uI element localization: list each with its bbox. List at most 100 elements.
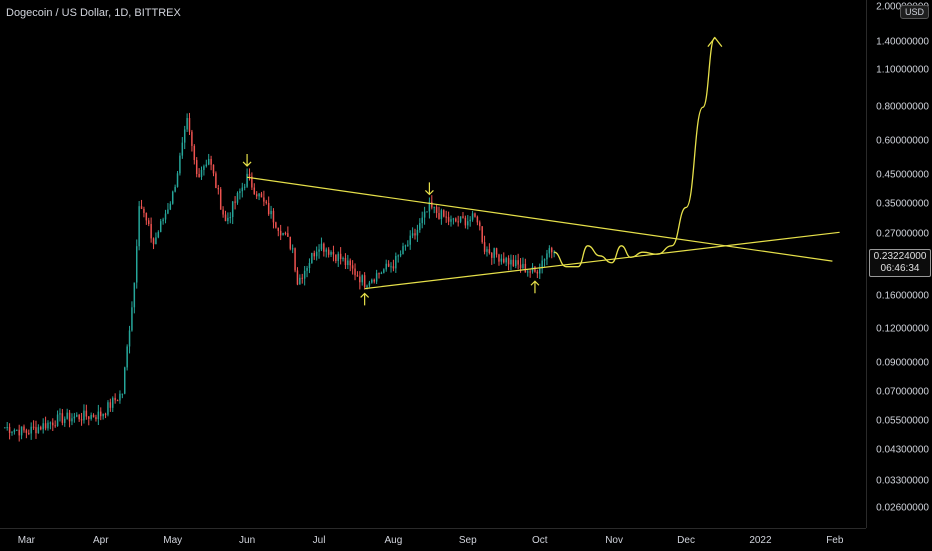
candle [267, 196, 270, 216]
candle [145, 212, 148, 225]
time-tick-label: Jul [312, 535, 326, 546]
candle [8, 423, 11, 440]
up-arrow-icon[interactable] [530, 280, 540, 294]
candle [71, 413, 73, 426]
candle-body [440, 210, 443, 220]
candle-body [131, 307, 133, 331]
candle [294, 247, 296, 273]
candle-body [459, 216, 462, 222]
candle [227, 212, 229, 225]
candle [498, 253, 500, 266]
candle-body [313, 252, 315, 257]
price-axis[interactable]: 2.000000001.400000001.100000000.80000000… [866, 0, 932, 528]
candle-body [30, 426, 32, 434]
candle-body [272, 210, 275, 223]
candle [474, 212, 476, 218]
candle-body [366, 285, 368, 287]
time-tick-label: Feb [826, 535, 844, 546]
candle-body [11, 431, 13, 433]
candle [147, 217, 150, 227]
candle-body [342, 258, 344, 260]
candle [387, 260, 390, 268]
candle-body [54, 425, 56, 427]
lower-trendline[interactable] [364, 231, 840, 290]
candle-body [347, 260, 349, 266]
up-arrow-icon[interactable] [360, 292, 370, 306]
candle [354, 263, 356, 281]
candle [229, 212, 232, 224]
candle-body [368, 282, 371, 286]
time-axis[interactable]: Mar Apr May Jun Jul Aug Sep Oct Nov Dec 2022 Feb [0, 528, 866, 551]
candle [23, 424, 25, 433]
projection-path[interactable] [553, 37, 716, 268]
candle [407, 240, 409, 247]
candle [224, 210, 227, 222]
candle-body [162, 219, 164, 222]
candle [135, 239, 138, 289]
candle [95, 414, 97, 422]
candle [505, 256, 507, 267]
candle-body [37, 427, 40, 434]
candle [313, 250, 315, 260]
candle [20, 426, 23, 440]
upper-trendline[interactable] [247, 176, 833, 262]
candle [6, 421, 8, 431]
candle-body [114, 397, 116, 401]
candle [347, 254, 349, 270]
candle [85, 404, 88, 420]
candle [167, 203, 169, 215]
candle-body [462, 216, 464, 218]
candle [140, 199, 143, 210]
candle-body [25, 430, 28, 433]
candle-body [320, 243, 323, 250]
candle-body [253, 187, 256, 195]
candle [104, 412, 107, 419]
candle-body [88, 416, 90, 419]
candle-body [76, 414, 78, 417]
candle-body [157, 231, 160, 238]
candle [510, 254, 512, 271]
candle [80, 412, 83, 426]
candle [517, 253, 519, 270]
candle-body [399, 254, 402, 256]
candle-body [332, 252, 335, 255]
candle [222, 206, 224, 218]
candle [411, 227, 414, 239]
candle-body [260, 193, 263, 198]
candle-body [296, 270, 299, 285]
candle [433, 206, 435, 214]
candle-body [308, 262, 311, 269]
candle-body [255, 194, 258, 197]
candle [37, 424, 40, 434]
candle-body [174, 186, 176, 192]
candle [467, 215, 469, 230]
candle-body [243, 186, 246, 188]
candle-body [551, 248, 553, 253]
candle-body [119, 393, 121, 401]
candle [428, 197, 431, 219]
candle [306, 265, 308, 278]
candle [539, 263, 541, 280]
candle [88, 415, 90, 426]
candle-body [246, 173, 248, 187]
candle [107, 400, 109, 417]
candle-body [284, 232, 287, 234]
price-chart[interactable] [0, 0, 866, 528]
candle [459, 216, 462, 224]
candle-body [488, 249, 491, 254]
candle-body [385, 263, 387, 270]
currency-badge[interactable]: USD [899, 5, 929, 19]
candle [193, 144, 196, 165]
candle-body [212, 164, 215, 174]
candle [368, 280, 371, 288]
candle [469, 216, 471, 227]
down-arrow-icon[interactable] [424, 182, 434, 196]
candle [481, 226, 483, 244]
candle-body [85, 410, 88, 417]
candle [162, 217, 164, 225]
candle-body [315, 251, 318, 257]
down-arrow-icon[interactable] [242, 153, 252, 167]
candle [42, 418, 44, 434]
candle [203, 164, 205, 176]
candle [25, 428, 28, 439]
